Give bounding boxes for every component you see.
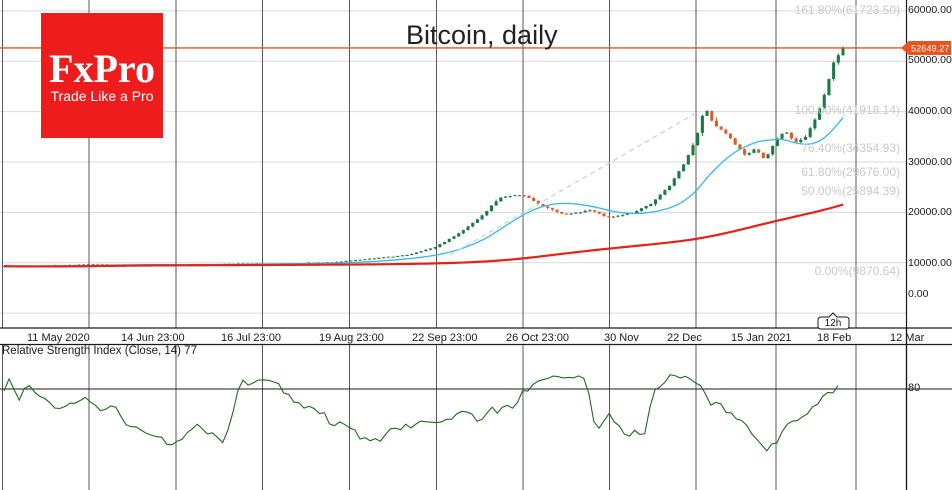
svg-text:12h: 12h xyxy=(825,318,842,329)
svg-text:52649.27: 52649.27 xyxy=(911,44,949,54)
